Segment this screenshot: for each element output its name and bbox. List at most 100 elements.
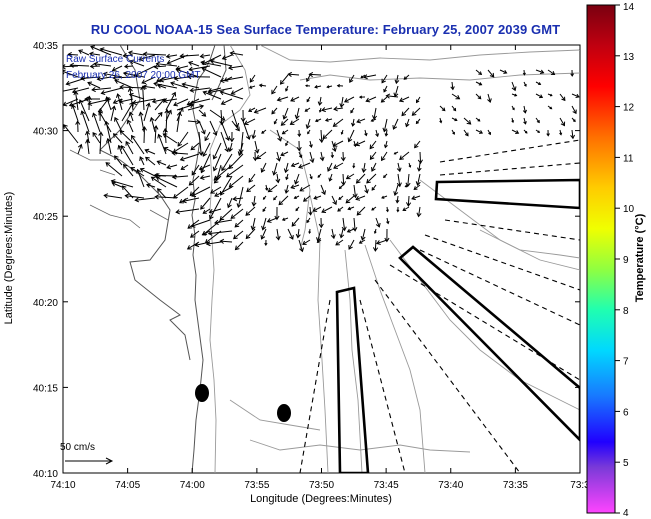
current-vector <box>416 96 421 103</box>
current-vector-head <box>154 194 159 200</box>
current-vector-head <box>287 71 292 77</box>
current-vector <box>106 96 112 111</box>
current-vector <box>189 98 211 105</box>
current-vector-head <box>345 174 351 180</box>
current-vector <box>98 111 112 133</box>
current-vector-head <box>403 76 408 80</box>
current-vector <box>386 95 399 98</box>
current-vector-head <box>209 214 214 220</box>
current-vector-head <box>221 166 226 172</box>
current-vector-head <box>295 233 301 239</box>
current-vector-head <box>290 184 295 190</box>
current-vector-head <box>112 75 117 81</box>
current-vector-head <box>306 78 310 83</box>
current-vector <box>228 65 244 69</box>
current-vector <box>451 81 454 90</box>
plot-frame <box>62 44 581 474</box>
current-vector-head <box>202 209 207 214</box>
current-vector-head <box>298 154 303 159</box>
current-vector-head <box>232 196 238 202</box>
current-vector <box>290 184 300 189</box>
current-vector-head <box>385 93 391 99</box>
current-vector <box>159 76 178 82</box>
scale-label: 50 cm/s <box>60 442 95 453</box>
current-vector-head <box>63 124 68 129</box>
current-vector <box>356 173 366 184</box>
current-vector-head <box>238 149 244 154</box>
current-vector-head <box>156 77 161 83</box>
y-tick-label: 40:25 <box>33 212 58 223</box>
current-vector-head <box>478 82 483 86</box>
current-vector-head <box>380 98 385 103</box>
current-vector <box>220 91 244 100</box>
current-vector-head <box>386 220 390 225</box>
current-vector-head <box>194 242 200 248</box>
current-vector <box>312 206 322 212</box>
current-vector-head <box>98 110 103 116</box>
current-vector <box>221 98 233 105</box>
current-vector-head <box>219 238 225 244</box>
current-vector-head <box>153 64 159 70</box>
current-vector-head <box>68 102 74 107</box>
current-vector <box>100 48 123 56</box>
current-vector <box>113 76 134 79</box>
current-vector <box>487 93 491 103</box>
current-vector <box>371 184 377 191</box>
current-vector-head <box>220 100 226 106</box>
current-vector-head <box>515 130 520 135</box>
transect-boxes <box>335 178 580 473</box>
current-vector <box>366 96 377 102</box>
current-vector-head <box>332 200 337 206</box>
colorbar-tick-label: 10 <box>623 204 635 215</box>
current-vector-head <box>84 96 89 102</box>
current-vector-head <box>245 211 251 216</box>
current-vector-head <box>439 120 443 124</box>
current-vector <box>143 53 167 56</box>
current-vector <box>231 120 240 131</box>
current-vector <box>249 74 256 83</box>
colorbar-tick-label: 9 <box>623 255 629 266</box>
current-vector-head <box>199 53 205 59</box>
current-vector <box>237 186 244 208</box>
current-vector-head <box>226 172 231 178</box>
current-vector <box>407 173 410 187</box>
current-vector-head <box>145 102 151 108</box>
current-vector <box>103 73 123 78</box>
current-vector <box>276 129 282 141</box>
current-vector-head <box>394 79 400 85</box>
current-vector-head <box>398 97 404 103</box>
current-vector <box>342 217 346 231</box>
current-vector <box>363 74 377 78</box>
current-vector-head <box>159 77 164 83</box>
current-vector <box>439 105 446 111</box>
current-vector-head <box>404 184 408 188</box>
colorbar-tick-label: 6 <box>623 407 629 418</box>
current-vector <box>280 74 289 85</box>
current-vector <box>487 69 495 78</box>
current-vector <box>200 197 211 210</box>
current-vector-head <box>114 155 119 160</box>
current-vector <box>396 195 399 203</box>
current-vector <box>242 120 250 140</box>
current-vector-head <box>384 237 390 243</box>
current-vector-head <box>157 133 163 139</box>
current-vector-head <box>248 85 253 89</box>
current-vector-head <box>112 133 118 138</box>
current-vector-head <box>343 98 349 103</box>
current-vector-head <box>89 51 94 57</box>
current-vector <box>233 230 244 240</box>
current-vector-head <box>90 45 95 51</box>
current-vector-head <box>278 200 284 206</box>
current-vector <box>321 206 333 213</box>
current-vector-head <box>318 223 324 229</box>
current-vector-head <box>176 111 182 117</box>
current-vector <box>344 96 355 103</box>
current-vector-head <box>405 122 410 128</box>
current-vector <box>129 112 134 122</box>
y-axis-label: Latitude (Degrees:Minutes) <box>3 192 15 325</box>
current-vector-head <box>265 187 269 192</box>
current-vector-head <box>271 110 276 115</box>
current-vector <box>170 82 189 89</box>
current-vector-head <box>139 156 144 162</box>
current-vector <box>222 54 233 60</box>
